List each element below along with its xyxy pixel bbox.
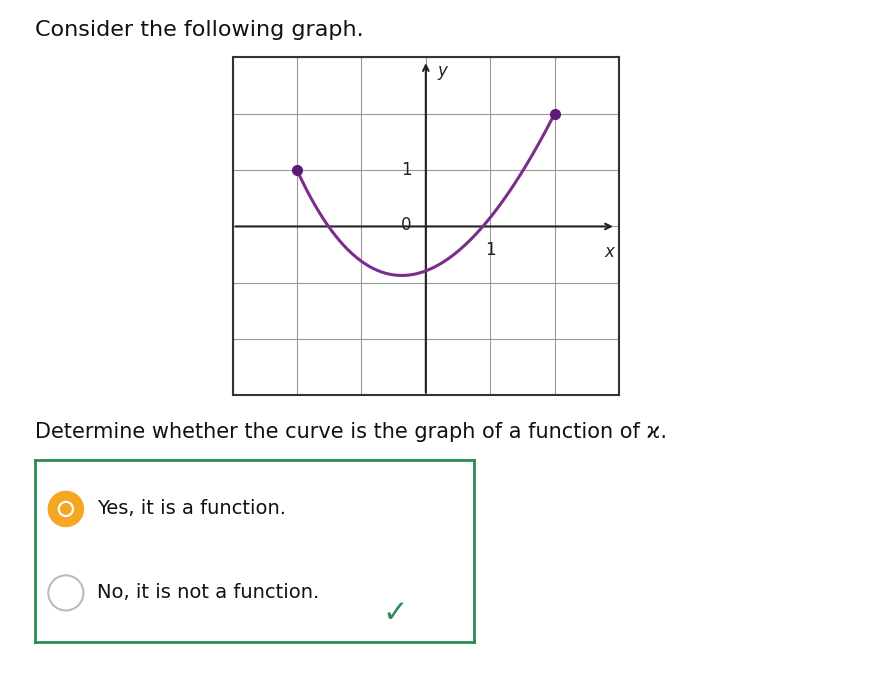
Text: 0: 0 (401, 216, 411, 235)
Text: Consider the following graph.: Consider the following graph. (35, 20, 363, 41)
Text: 1: 1 (484, 241, 495, 258)
Text: No, it is not a function.: No, it is not a function. (96, 583, 318, 602)
Ellipse shape (48, 491, 83, 527)
Text: 1: 1 (401, 161, 411, 179)
Text: Determine whether the curve is the graph of a function of ϰ.: Determine whether the curve is the graph… (35, 422, 667, 443)
Ellipse shape (61, 504, 71, 514)
Text: x: x (603, 243, 614, 262)
Text: y: y (437, 62, 446, 80)
Text: Yes, it is a function.: Yes, it is a function. (96, 500, 285, 518)
Ellipse shape (58, 502, 74, 516)
Text: ✓: ✓ (381, 599, 408, 627)
